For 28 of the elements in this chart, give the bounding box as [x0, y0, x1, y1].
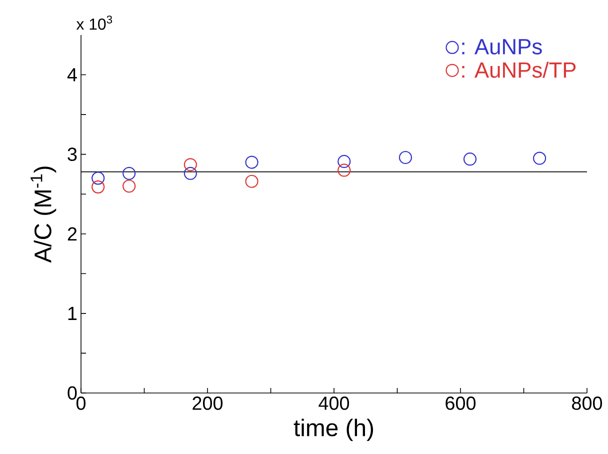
x-tick-label: 800 — [572, 396, 602, 410]
x-tick-label: 400 — [318, 396, 350, 410]
x-tick-label: 600 — [446, 396, 476, 410]
x-axis-title: time (h) — [294, 418, 374, 442]
point — [338, 154, 351, 168]
point — [338, 164, 351, 177]
y-axis-title: A/C (M$^{-1}$) — [30, 166, 56, 263]
y-tick-label: 0 — [68, 386, 77, 400]
point — [92, 172, 105, 185]
y-tick-label: 3 — [68, 148, 77, 162]
point — [184, 166, 197, 180]
x-tick-label: 0 — [76, 396, 86, 410]
point — [463, 152, 477, 166]
point — [533, 152, 546, 165]
point — [122, 180, 136, 193]
legend-label: : AuNPs — [462, 39, 542, 54]
point — [245, 174, 258, 188]
point — [92, 180, 105, 194]
text: x 10$^{3}$ — [76, 16, 112, 30]
y-tick-label: 1 — [68, 306, 77, 320]
point — [245, 156, 258, 169]
point — [398, 150, 412, 164]
point — [122, 166, 136, 180]
y-tick-label: 2 — [68, 227, 77, 240]
legend-label: : AuNPs/TP — [462, 62, 576, 78]
y-tick-label: 4 — [67, 68, 77, 82]
point — [184, 158, 197, 172]
x-tick-label: 200 — [192, 396, 223, 410]
